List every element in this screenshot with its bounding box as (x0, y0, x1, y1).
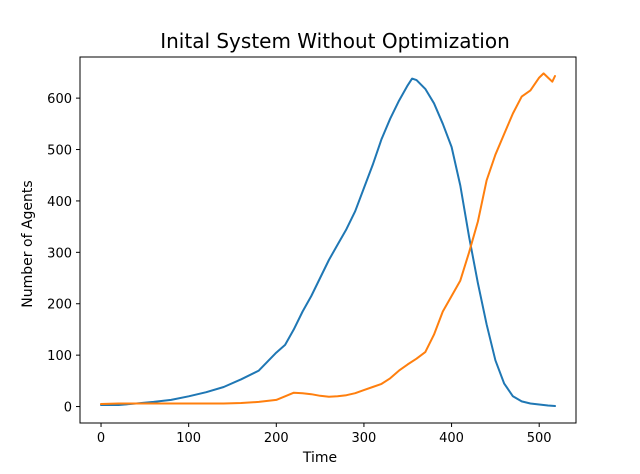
plot-frame (79, 56, 577, 424)
y-axis-label: Number of Agents (20, 180, 36, 307)
x-tick-label: 200 (264, 431, 289, 446)
series-line-1 (100, 77, 556, 407)
y-tick-label: 0 (64, 401, 72, 416)
y-tick-label: 600 (47, 92, 72, 107)
x-axis-label: Time (302, 450, 337, 466)
axis-ticks: 0 100 200 300 400 500 0 100 200 300 400 500 600 (47, 92, 551, 446)
y-tick-label: 400 (47, 195, 72, 210)
y-tick-label: 200 (47, 298, 72, 313)
y-tick-label: 500 (47, 144, 72, 159)
x-tick-label: 300 (352, 431, 377, 446)
plot-area (100, 72, 556, 407)
chart-title: Inital System Without Optimization (160, 29, 510, 53)
series-line-2 (100, 72, 556, 405)
x-tick-label: 0 (97, 431, 105, 446)
y-tick-label: 100 (47, 349, 72, 364)
x-tick-label: 500 (527, 431, 552, 446)
x-tick-label: 100 (176, 431, 201, 446)
y-tick-label: 300 (47, 246, 72, 261)
x-tick-label: 400 (439, 431, 464, 446)
